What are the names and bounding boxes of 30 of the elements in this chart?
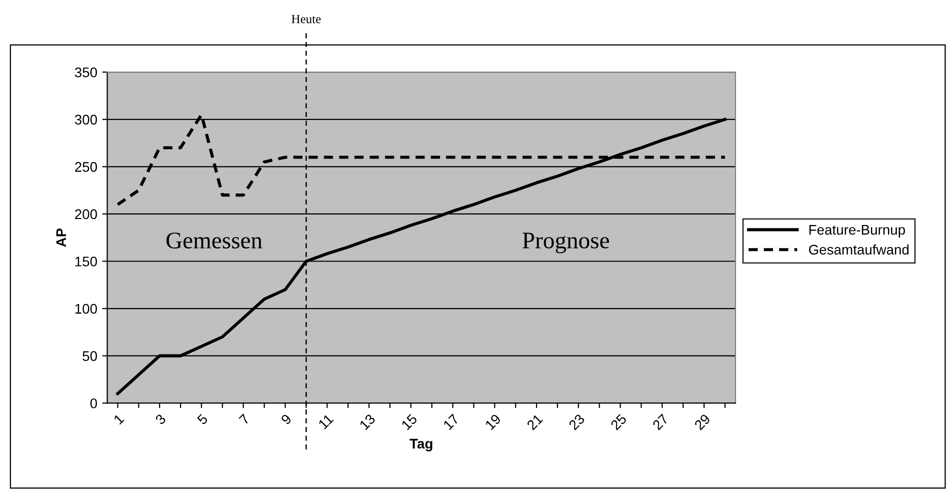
legend-label: Feature-Burnup	[809, 225, 905, 238]
y-tick-label: 200	[75, 209, 97, 220]
y-axis-title: AP	[56, 228, 66, 247]
x-tick-label: 29	[694, 414, 711, 430]
y-tick-label: 300	[74, 114, 97, 125]
x-tick-label: 13	[359, 414, 376, 430]
y-tick-label: 50	[82, 351, 97, 361]
y-tick-label: 0	[90, 398, 97, 408]
y-tick-label: 100	[75, 304, 97, 314]
y-tick-label: 250	[75, 162, 97, 172]
x-tick-label: 21	[526, 414, 544, 430]
x-tick-label: 15	[401, 414, 418, 430]
x-tick-label: 5	[196, 414, 208, 426]
legend-label: Gesamtaufwand	[808, 244, 909, 255]
x-tick-label: 3	[154, 414, 166, 426]
y-tick-label: 350	[74, 67, 97, 78]
x-tick-label: 1	[113, 414, 124, 425]
x-tick-label: 9	[280, 414, 292, 426]
annotation: Gemessen	[166, 232, 262, 248]
y-tick-label: 150	[75, 256, 97, 266]
annotation: Prognose	[522, 232, 609, 254]
ref-line-label: Heute	[292, 14, 321, 24]
x-tick-label: 19	[484, 414, 502, 430]
x-tick-label: 23	[568, 414, 586, 430]
x-tick-label: 11	[318, 414, 334, 430]
x-tick-label: 7	[238, 414, 250, 425]
x-tick-label: 25	[610, 413, 628, 430]
x-tick-label: 17	[442, 414, 460, 430]
x-tick-label: 27	[652, 414, 669, 430]
x-axis-title: Tag	[410, 438, 432, 452]
